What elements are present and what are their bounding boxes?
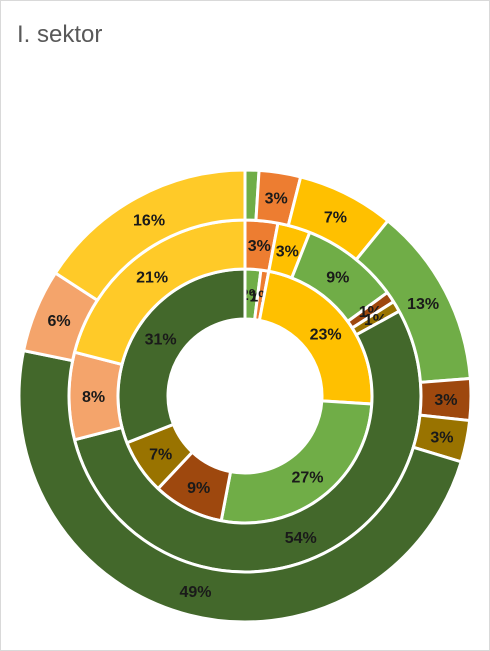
chart-title: I. sektor: [17, 21, 103, 48]
ring-3-segment-7[interactable]: [17, 348, 464, 624]
ring-3-label-9: 16%: [133, 212, 165, 229]
ring-3-label-5: 3%: [434, 392, 457, 409]
ring-3-segment-9[interactable]: [53, 168, 247, 303]
ring-3-label-6: 3%: [430, 429, 453, 446]
ring-3-label-4: 13%: [407, 296, 439, 313]
ring-1-label-3: 23%: [310, 326, 342, 343]
ring-3-label-3: 7%: [324, 209, 347, 226]
ring-3-label-2: 3%: [265, 190, 288, 207]
ring-3-label-8: 6%: [47, 313, 70, 330]
ring-2-label-7: 8%: [82, 389, 105, 406]
ring-1-label-4: 27%: [292, 470, 324, 487]
ring-1-label-6: 7%: [149, 446, 172, 463]
ring-2-label-2: 3%: [276, 244, 299, 261]
ring-2-label-8: 21%: [136, 269, 168, 286]
ring-3-label-7: 49%: [179, 584, 211, 601]
ring-1-label-7: 31%: [145, 332, 177, 349]
ring-2-label-6: 54%: [285, 530, 317, 547]
ring-1-label-5: 9%: [187, 480, 210, 497]
ring-2-label-1: 3%: [248, 238, 271, 255]
ring-2-label-3: 9%: [326, 269, 349, 286]
